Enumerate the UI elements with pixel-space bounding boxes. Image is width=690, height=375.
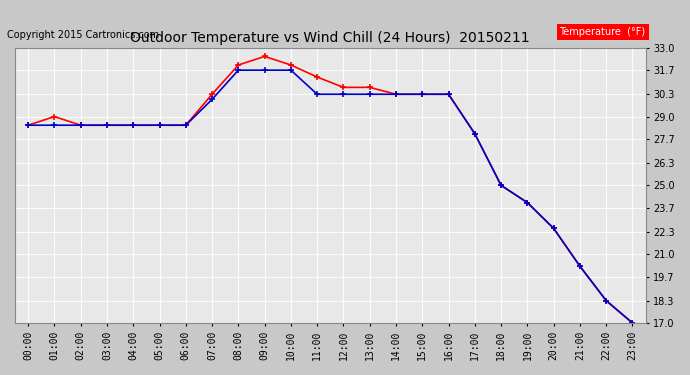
Text: Copyright 2015 Cartronics.com: Copyright 2015 Cartronics.com bbox=[7, 30, 159, 39]
Title: Outdoor Temperature vs Wind Chill (24 Hours)  20150211: Outdoor Temperature vs Wind Chill (24 Ho… bbox=[130, 31, 530, 45]
Text: Wind Chill  (°F): Wind Chill (°F) bbox=[573, 27, 646, 37]
Text: Temperature  (°F): Temperature (°F) bbox=[560, 27, 646, 37]
